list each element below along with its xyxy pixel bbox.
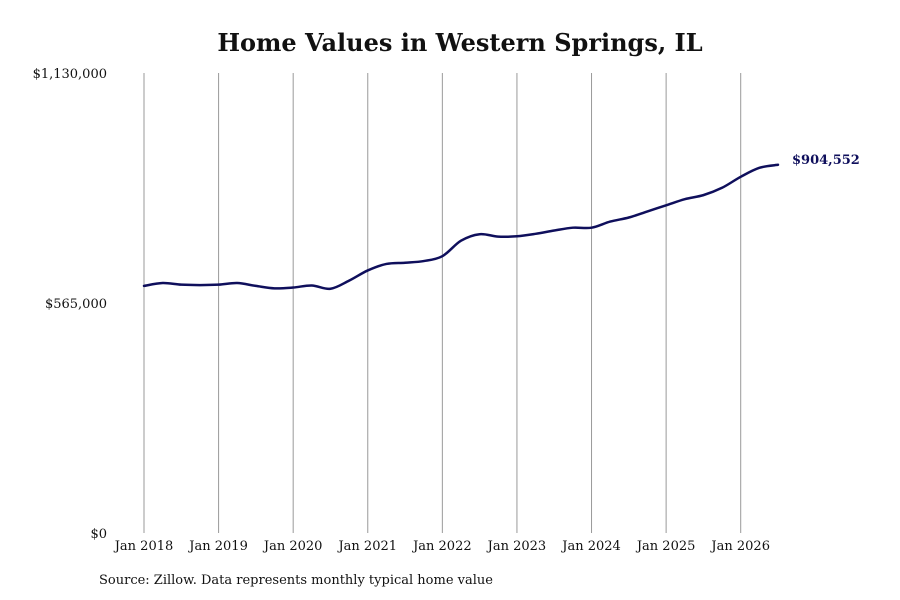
data-point [739, 176, 742, 178]
x-tick-label: Jan 2019 [187, 539, 248, 554]
x-tick-label: Jan 2020 [262, 539, 323, 554]
data-point [777, 163, 779, 166]
data-point [721, 187, 723, 189]
data-point [366, 269, 369, 272]
data-point [143, 285, 145, 287]
data-point [292, 286, 294, 289]
data-point [572, 226, 574, 229]
data-point [236, 282, 239, 284]
gridlines [143, 73, 742, 533]
x-tick-label: Jan 2023 [486, 539, 547, 554]
x-tick-label: Jan 2018 [113, 539, 174, 554]
y-tick-label: $0 [90, 527, 107, 542]
x-tick-label: Jan 2024 [560, 539, 621, 554]
data-point [665, 204, 667, 207]
y-tick-label: $1,130,000 [33, 67, 107, 82]
x-tick-label: Jan 2021 [336, 539, 397, 554]
data-point [516, 235, 518, 238]
data-point [273, 287, 276, 290]
data-point [348, 279, 350, 282]
data-point [609, 220, 611, 223]
y-tick-label: $565,000 [45, 297, 107, 312]
data-point [255, 285, 257, 287]
data-point [478, 233, 481, 235]
data-point [460, 239, 462, 242]
latest-value-label: $904,552 [792, 153, 860, 168]
data-point [422, 260, 425, 262]
x-tick-label: Jan 2026 [709, 539, 770, 554]
data-point [553, 229, 556, 232]
data-point [628, 216, 630, 219]
data-point [199, 284, 201, 286]
data-point [590, 226, 593, 229]
data-point [217, 283, 220, 286]
data-point [385, 263, 388, 265]
chart-title: Home Values in Western Springs, IL [217, 28, 702, 57]
data-point [311, 284, 313, 287]
x-tick-label: Jan 2025 [635, 539, 696, 554]
data-point [646, 210, 649, 213]
series-layer [142, 163, 780, 291]
source-note: Source: Zillow. Data represents monthly … [99, 573, 493, 588]
data-point [702, 194, 705, 196]
x-axis-ticks: Jan 2018 Jan 2019 Jan 2020 Jan 2021 Jan 2022… [113, 539, 770, 554]
data-point [534, 233, 537, 235]
y-axis-ticks: $0 $565,000 $1,130,000 [33, 67, 107, 542]
series-line [142, 163, 780, 291]
data-point [683, 198, 686, 200]
data-point [404, 261, 406, 264]
x-tick-label: Jan 2022 [411, 539, 472, 554]
data-point [497, 235, 500, 238]
data-point [329, 287, 332, 290]
data-point [441, 255, 444, 257]
data-point [758, 167, 761, 169]
data-point [161, 282, 164, 284]
data-point [180, 283, 183, 286]
